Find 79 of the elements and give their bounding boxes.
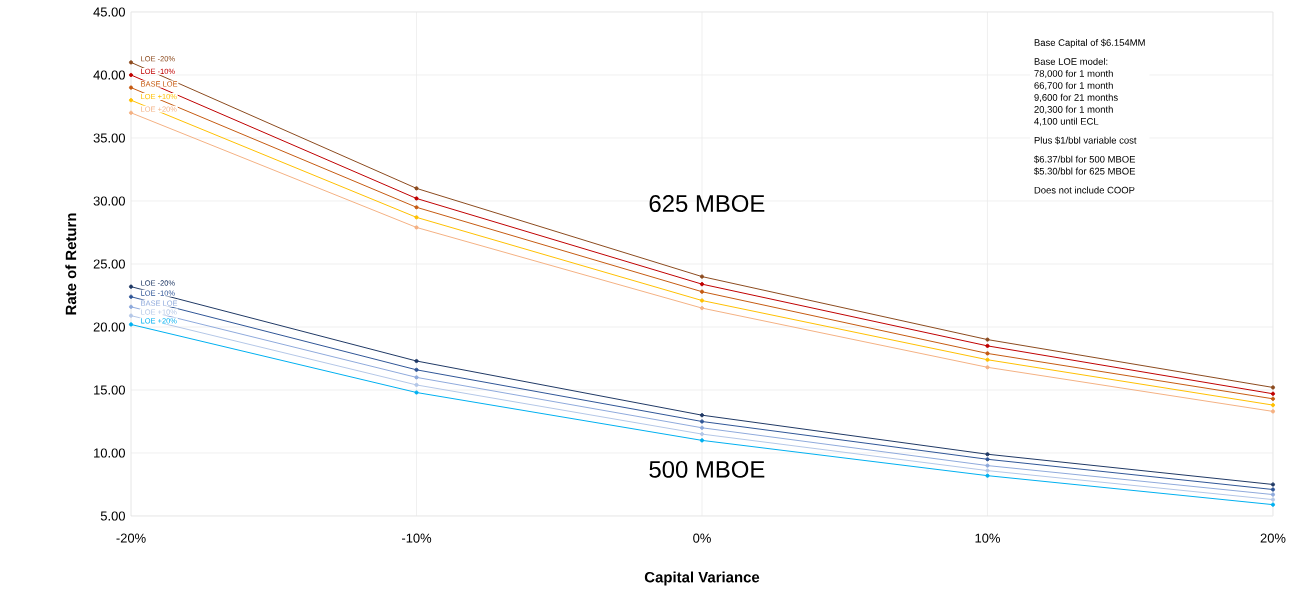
point xyxy=(985,337,990,342)
y-tick-label: 10.00 xyxy=(94,448,125,458)
point xyxy=(414,358,419,364)
point xyxy=(1270,403,1276,408)
annotation: Does not include COOP xyxy=(1034,186,1135,194)
annotation: 66,700 for 1 month xyxy=(1034,81,1113,90)
annotation: Plus $1/bbl variable cost xyxy=(1034,136,1137,145)
y-axis-title: Rate of Return xyxy=(65,213,77,315)
point xyxy=(1270,391,1276,396)
point xyxy=(1270,396,1276,401)
point xyxy=(985,457,990,462)
point xyxy=(414,390,419,395)
point xyxy=(414,196,419,201)
point xyxy=(128,284,134,289)
point xyxy=(128,60,134,65)
point xyxy=(414,215,419,220)
x-tick-label: -10% xyxy=(401,533,432,543)
point xyxy=(985,463,990,468)
point xyxy=(414,205,419,210)
annotation: Base LOE model: xyxy=(1034,57,1108,65)
point xyxy=(128,85,134,90)
point xyxy=(699,282,705,287)
annotation: 625 MBOE xyxy=(649,195,765,212)
annotation: 9,600 for 21 months xyxy=(1034,93,1118,102)
point xyxy=(1270,482,1276,487)
point xyxy=(1270,487,1276,492)
annotation: 4,100 until ECL xyxy=(1034,117,1099,126)
x-tick-label: -20% xyxy=(116,533,146,543)
point xyxy=(699,419,705,424)
y-tick-label: 45.00 xyxy=(93,7,125,17)
y-tick-label: 15.00 xyxy=(94,385,125,395)
point xyxy=(699,305,705,311)
x-tick-label: 0% xyxy=(693,533,711,543)
annotation: 78,000 for 1 month xyxy=(1034,69,1113,78)
point xyxy=(699,274,705,279)
point xyxy=(1270,502,1276,507)
point xyxy=(128,72,134,78)
point xyxy=(985,343,990,348)
y-tick-label: 30.00 xyxy=(93,196,125,206)
point xyxy=(699,413,705,418)
point xyxy=(128,313,134,318)
point xyxy=(699,431,705,437)
point xyxy=(699,438,705,443)
point xyxy=(414,382,419,388)
y-tick-label: 25.00 xyxy=(93,259,125,269)
x-tick-label: 10% xyxy=(975,533,1000,543)
annotation: $5.30/bbl for 625 MBOE xyxy=(1034,167,1136,176)
point xyxy=(699,289,705,294)
point xyxy=(414,367,419,372)
point xyxy=(985,452,990,457)
point xyxy=(699,298,705,303)
point xyxy=(1270,492,1276,497)
y-tick-label: 5.00 xyxy=(100,511,125,521)
x-tick-label: 20% xyxy=(1260,533,1286,543)
y-tick-label: 20.00 xyxy=(93,322,125,332)
point xyxy=(1270,409,1276,414)
point xyxy=(128,294,134,299)
y-tick-label: 35.00 xyxy=(93,133,125,143)
point xyxy=(985,468,990,473)
point xyxy=(128,110,134,115)
point xyxy=(985,365,990,370)
point xyxy=(1270,497,1276,502)
annotation: 500 MBOE xyxy=(649,460,765,478)
point xyxy=(128,98,134,103)
annotation: $6.37/bbl for 500 MBOE xyxy=(1034,155,1136,164)
point xyxy=(699,425,705,430)
point xyxy=(128,322,134,327)
point xyxy=(985,351,990,356)
point xyxy=(414,375,419,380)
point xyxy=(128,304,134,309)
point xyxy=(414,225,419,230)
y-tick-label: 40.00 xyxy=(93,70,125,80)
point xyxy=(985,473,990,478)
point xyxy=(414,186,419,191)
point xyxy=(985,357,990,362)
point xyxy=(1270,385,1276,390)
annotation: Base Capital of $6.154MM xyxy=(1034,38,1145,48)
annotation: 20,300 for 1 month xyxy=(1034,105,1113,114)
x-axis-title: Capital Variance xyxy=(644,571,760,586)
